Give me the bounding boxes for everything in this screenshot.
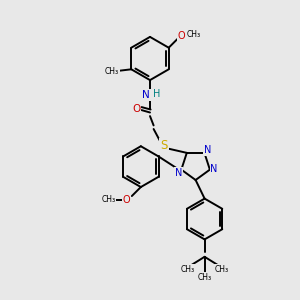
Text: CH₃: CH₃ (101, 195, 116, 204)
Text: O: O (123, 195, 130, 205)
Text: CH₃: CH₃ (215, 265, 229, 274)
Text: O: O (132, 103, 140, 114)
Text: CH₃: CH₃ (105, 68, 119, 76)
Text: N: N (204, 145, 211, 155)
Text: N: N (142, 90, 150, 100)
Text: O: O (178, 31, 185, 41)
Text: CH₃: CH₃ (180, 265, 194, 274)
Text: CH₃: CH₃ (197, 273, 212, 282)
Text: N: N (175, 168, 183, 178)
Text: N: N (210, 164, 218, 174)
Text: H: H (153, 88, 160, 99)
Text: S: S (160, 139, 168, 152)
Text: CH₃: CH₃ (186, 30, 200, 39)
